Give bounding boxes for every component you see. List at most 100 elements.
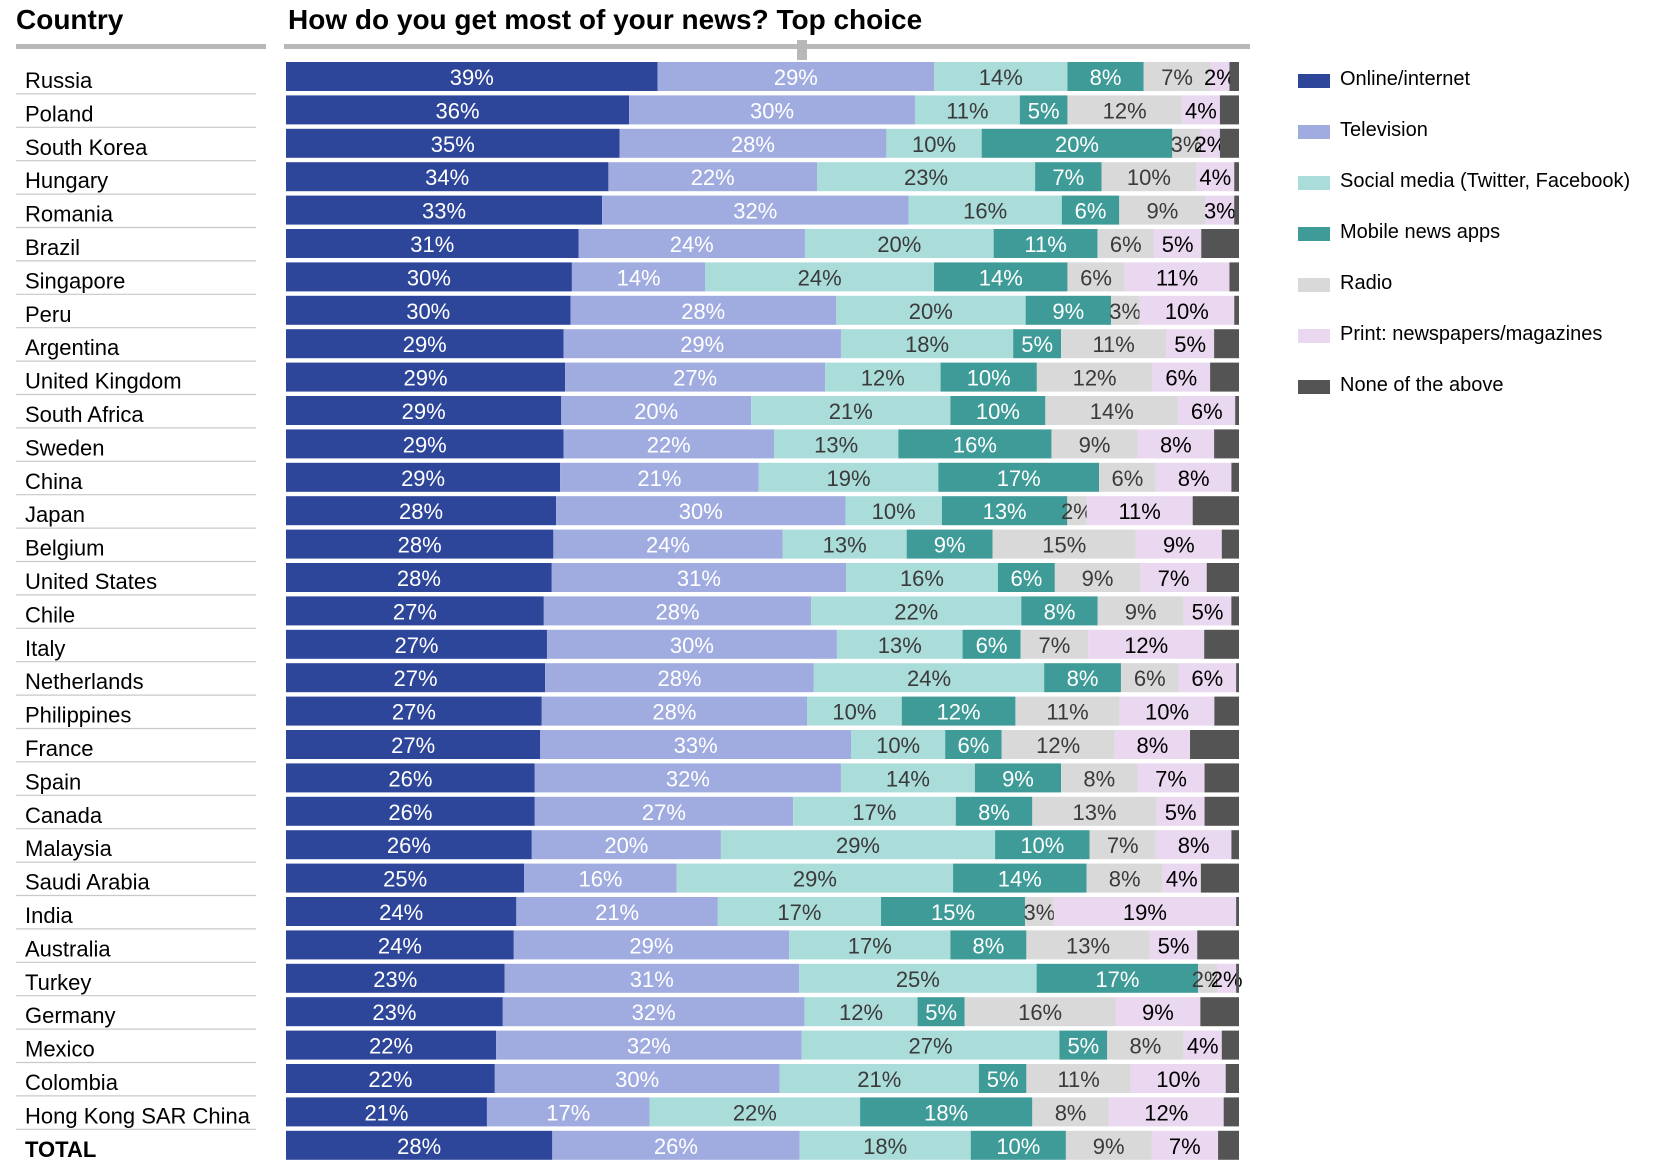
data-label: 8% bbox=[973, 933, 1005, 958]
bar-segment bbox=[496, 1030, 802, 1060]
data-label: 6% bbox=[958, 733, 990, 758]
bar-segment bbox=[835, 295, 1026, 325]
bar-segment bbox=[1067, 496, 1087, 526]
legend-label: Social media (Twitter, Facebook) bbox=[1340, 170, 1631, 192]
data-label: 29% bbox=[629, 933, 673, 958]
data-label: 25% bbox=[383, 867, 427, 892]
legend-swatch bbox=[1298, 74, 1330, 88]
row-label: Romania bbox=[25, 202, 114, 227]
data-label: 18% bbox=[924, 1100, 968, 1125]
bar-segment bbox=[1183, 1030, 1222, 1060]
data-label: 27% bbox=[673, 366, 717, 391]
data-label: 27% bbox=[392, 700, 436, 725]
bar-segment bbox=[1032, 1097, 1109, 1127]
bar-segment bbox=[540, 730, 852, 759]
data-label: 14% bbox=[1090, 399, 1134, 424]
data-label: 12% bbox=[1124, 633, 1168, 658]
data-label: 15% bbox=[1042, 533, 1086, 558]
data-label: 5% bbox=[1162, 232, 1194, 257]
data-label: 10% bbox=[1145, 700, 1189, 725]
bar-segment bbox=[1067, 62, 1144, 91]
bar-segment bbox=[608, 162, 818, 192]
data-label: 7% bbox=[1158, 566, 1190, 591]
bar-segment bbox=[1231, 596, 1239, 626]
bar-segment bbox=[1166, 329, 1215, 359]
bar-segment bbox=[1223, 1097, 1239, 1127]
data-label: 29% bbox=[402, 399, 446, 424]
bar-segment bbox=[950, 396, 1046, 425]
row-label: Hungary bbox=[25, 168, 108, 193]
data-label: 9% bbox=[1002, 766, 1034, 791]
bar-segment bbox=[1025, 295, 1111, 325]
row-label: South Africa bbox=[25, 402, 144, 427]
bar-segment bbox=[565, 362, 826, 392]
data-label: 14% bbox=[979, 265, 1023, 290]
data-label: 20% bbox=[909, 299, 953, 324]
row-label: United States bbox=[25, 569, 157, 594]
data-label: 10% bbox=[872, 499, 916, 524]
data-label: 10% bbox=[912, 132, 956, 157]
data-label: 11% bbox=[1156, 265, 1198, 290]
bar-segment bbox=[1178, 396, 1236, 425]
data-label: 6% bbox=[1134, 666, 1166, 691]
bar-segment bbox=[1200, 128, 1220, 158]
data-label: 10% bbox=[967, 366, 1011, 391]
bar-segment bbox=[286, 830, 532, 860]
bar-segment bbox=[1020, 629, 1089, 659]
bar-segment bbox=[1192, 496, 1239, 526]
bar-segment bbox=[1059, 1030, 1108, 1060]
bar-segment bbox=[524, 863, 677, 893]
row-label: South Korea bbox=[25, 135, 148, 160]
row-label: Singapore bbox=[25, 268, 125, 293]
data-label: 12% bbox=[861, 366, 905, 391]
data-label: 6% bbox=[1112, 466, 1144, 491]
data-label: 3% bbox=[1023, 900, 1055, 925]
bar-segment bbox=[1086, 496, 1193, 526]
bar-segment bbox=[286, 930, 514, 960]
row-label: Colombia bbox=[25, 1070, 119, 1095]
bar-segment bbox=[551, 563, 847, 592]
data-label: 31% bbox=[410, 232, 454, 257]
bar-segment bbox=[1065, 1130, 1152, 1160]
data-label: 29% bbox=[680, 332, 724, 357]
bar-segment bbox=[1086, 863, 1163, 893]
data-label: 28% bbox=[731, 132, 775, 157]
bar-segment bbox=[286, 1097, 487, 1127]
bar-segment bbox=[1013, 329, 1062, 359]
legend-label: Online/internet bbox=[1340, 68, 1471, 90]
chart-title: How do you get most of your news? Top ch… bbox=[288, 4, 923, 35]
bar-segment bbox=[286, 396, 562, 425]
bar-segment bbox=[1214, 329, 1239, 359]
bar-segment bbox=[657, 62, 935, 91]
bar-segment bbox=[286, 429, 564, 459]
row-label: France bbox=[25, 736, 93, 761]
bar-segment bbox=[1200, 997, 1239, 1027]
data-label: 24% bbox=[670, 232, 714, 257]
row-label: Spain bbox=[25, 769, 81, 794]
bar-segment bbox=[286, 529, 554, 559]
data-label: 13% bbox=[1066, 933, 1110, 958]
legend-label: Television bbox=[1340, 119, 1428, 141]
bar-segment bbox=[1114, 730, 1191, 759]
bar-segment bbox=[1178, 663, 1237, 693]
bar-segment bbox=[1088, 629, 1205, 659]
data-label: 9% bbox=[1079, 432, 1111, 457]
bar-segment bbox=[560, 462, 759, 492]
bar-segment bbox=[286, 696, 542, 726]
data-label: 33% bbox=[674, 733, 718, 758]
bar-segment bbox=[534, 763, 841, 793]
data-label: 8% bbox=[1130, 1034, 1162, 1059]
bar-segment bbox=[561, 396, 752, 425]
bar-segment bbox=[1152, 362, 1211, 392]
bar-segment bbox=[1229, 62, 1239, 91]
bar-segment bbox=[578, 229, 805, 258]
data-label: 26% bbox=[654, 1134, 698, 1159]
data-label: 12% bbox=[839, 1000, 883, 1025]
bar-segment bbox=[964, 997, 1116, 1027]
bar-segment bbox=[286, 362, 566, 392]
data-label: 23% bbox=[373, 967, 417, 992]
data-label: 27% bbox=[393, 599, 437, 624]
legend-swatch bbox=[1298, 227, 1330, 241]
data-label: 5% bbox=[1021, 332, 1053, 357]
data-label: 24% bbox=[798, 265, 842, 290]
